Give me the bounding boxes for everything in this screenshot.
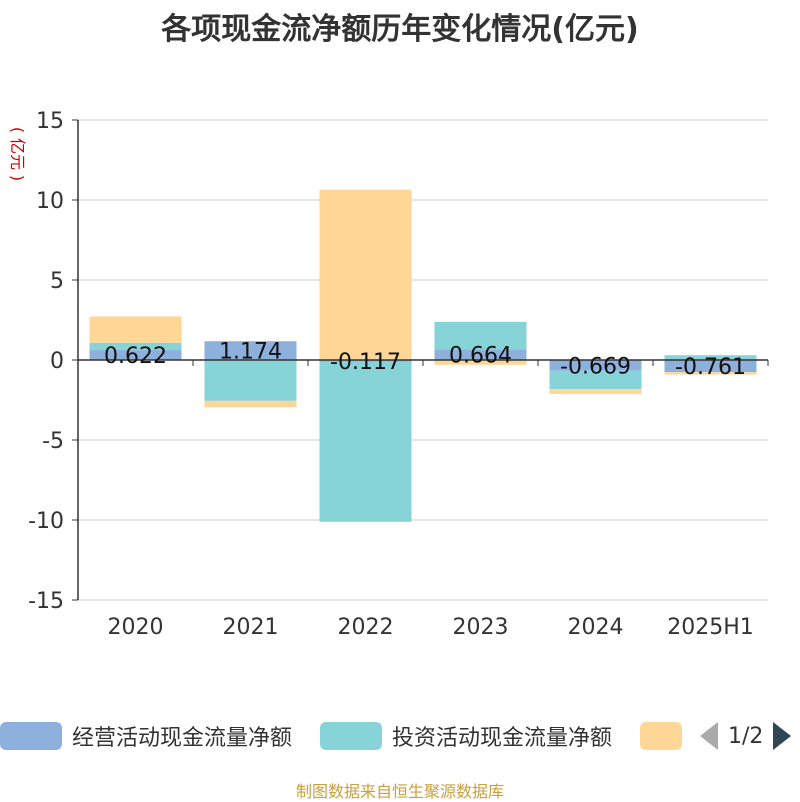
bar-segment-2 <box>319 361 412 522</box>
axes: 15 10 5 0 -5 -10 -15 2020 2021 2022 2023 2024 2025H1 <box>28 109 769 640</box>
legend-item-third[interactable] <box>640 720 682 752</box>
y-tick-label: -15 <box>28 589 64 614</box>
data-label: -0.669 <box>560 354 631 379</box>
x-tick-label: 2022 <box>338 615 394 640</box>
bar-segment-1 <box>319 360 412 362</box>
x-tick-label: 2020 <box>108 615 164 640</box>
bar-segment-1 <box>549 360 642 371</box>
legend-swatch-operating <box>0 722 62 750</box>
y-tick-label: 15 <box>36 109 64 134</box>
legend-item-investing[interactable]: 投资活动现金流量净额 <box>320 720 612 752</box>
data-label: 1.174 <box>219 340 282 365</box>
bar-segment-2 <box>549 370 642 390</box>
data-label: 0.664 <box>449 344 512 369</box>
bar-segment-2 <box>434 321 527 350</box>
bar-segment-2 <box>204 360 297 401</box>
bar-segment-3 <box>89 316 182 343</box>
bar-segment-1 <box>204 341 297 360</box>
bar-segment-1 <box>89 350 182 360</box>
x-tick-label: 2025H1 <box>667 615 754 640</box>
legend-pager: 1/2 <box>700 720 792 752</box>
data-labels: 0.622 1.174 -0.117 0.664 -0.669 -0.761 <box>104 340 746 380</box>
bar-segment-2 <box>664 355 757 360</box>
bar-segment-3 <box>434 360 527 365</box>
y-tick-label: 0 <box>50 349 64 374</box>
bars <box>89 189 757 522</box>
y-tick-label: 10 <box>36 189 64 214</box>
x-tick-label: 2021 <box>223 615 279 640</box>
y-tick-label: -5 <box>42 429 64 454</box>
bar-segment-3 <box>664 372 757 375</box>
pager-next-icon[interactable] <box>773 722 792 750</box>
legend-swatch-investing <box>320 722 382 750</box>
legend-item-operating[interactable]: 经营活动现金流量净额 <box>0 720 292 752</box>
y-tick-label: 5 <box>50 269 64 294</box>
x-tick-label: 2023 <box>453 615 509 640</box>
data-label: -0.117 <box>330 350 401 375</box>
bar-segment-1 <box>434 349 527 360</box>
bar-segment-2 <box>89 342 182 351</box>
legend-label-operating: 经营活动现金流量净额 <box>72 726 293 751</box>
data-label: -0.761 <box>675 355 746 380</box>
bar-chart: 15 10 5 0 -5 -10 -15 2020 2021 2022 2023 2024 2025H1… <box>28 109 769 640</box>
pager-page-text: 1/2 <box>728 723 764 749</box>
legend-swatch-third <box>640 722 682 750</box>
bar-segment-3 <box>319 189 412 360</box>
chart-title: 各项现金流净额历年变化情况(亿元) <box>161 12 639 47</box>
legend-label-investing: 投资活动现金流量净额 <box>392 726 613 751</box>
legend: 经营活动现金流量净额 投资活动现金流量净额 1/2 <box>0 716 800 756</box>
source-note: 制图数据来自恒生聚源数据库 <box>295 782 504 801</box>
y-tick-label: -10 <box>28 509 64 534</box>
pager-prev-icon[interactable] <box>700 722 718 750</box>
bar-segment-3 <box>549 389 642 394</box>
bar-segment-3 <box>204 400 297 408</box>
data-label: 0.622 <box>104 344 167 369</box>
x-tick-label: 2024 <box>568 615 624 640</box>
bar-segment-1 <box>664 360 757 373</box>
